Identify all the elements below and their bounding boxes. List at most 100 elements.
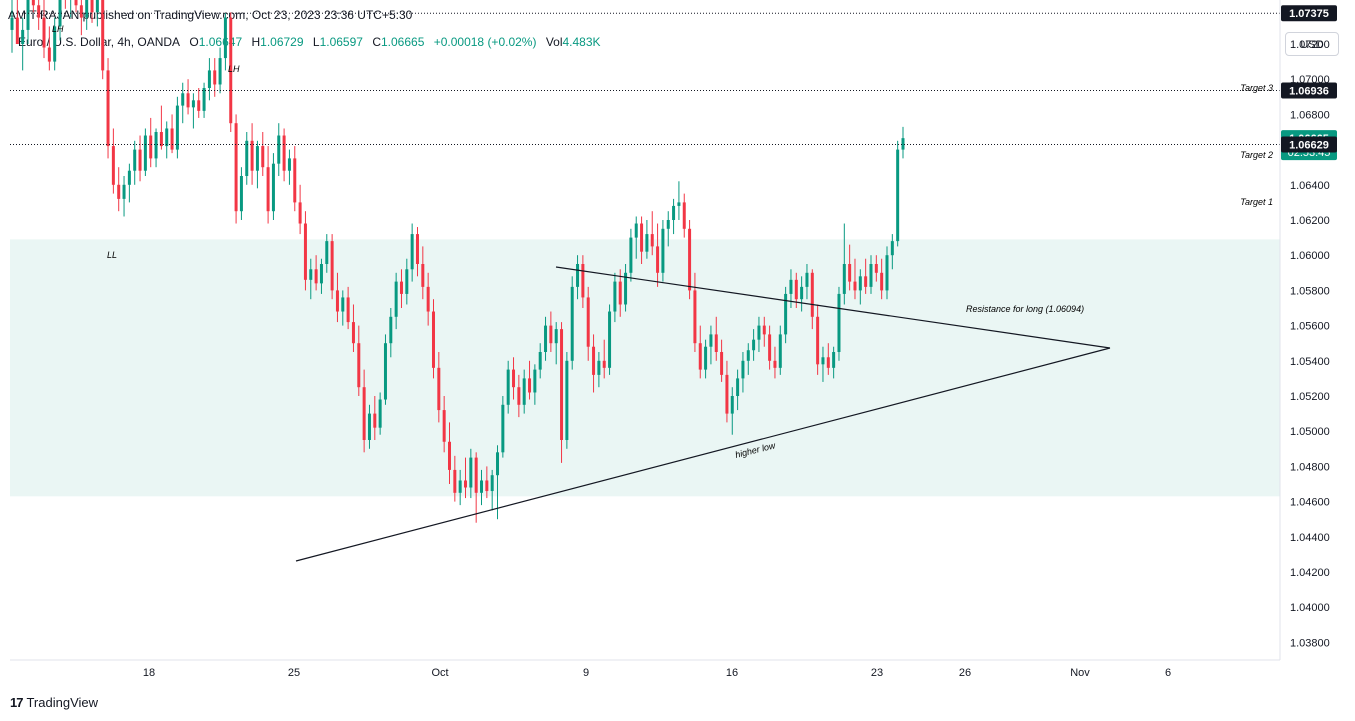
- candle-body: [191, 100, 195, 108]
- candle-body: [880, 272, 884, 291]
- candle-body: [634, 223, 638, 238]
- volume-value: 4.483K: [562, 35, 601, 49]
- target-1-label: Target 1: [1240, 197, 1273, 207]
- candle-body: [864, 276, 868, 287]
- y-tick-label: 1.05400: [1290, 356, 1330, 368]
- candle-body: [741, 360, 745, 379]
- volume-label: Vol: [545, 35, 563, 49]
- candle-body: [143, 135, 147, 171]
- candle-body: [351, 322, 355, 344]
- candle-body: [709, 334, 713, 347]
- candle-body: [383, 343, 387, 400]
- candle-body: [805, 272, 809, 287]
- candle-body: [490, 475, 494, 492]
- price-tag-text: 1.06629: [1289, 139, 1329, 151]
- y-tick-label: 1.06400: [1290, 180, 1330, 192]
- candle-body: [239, 176, 243, 212]
- candle-body: [415, 234, 419, 264]
- ohlc-high-label: H: [251, 35, 261, 49]
- level-price-tag: [1281, 5, 1337, 22]
- time-axis[interactable]: 18 25 Oct 9 16 23 26 Nov 6: [143, 667, 1171, 679]
- candle-body: [842, 264, 846, 294]
- candle-body: [21, 29, 25, 44]
- candle-body: [576, 264, 580, 287]
- candle-body: [389, 316, 393, 344]
- candle-body: [37, 5, 41, 18]
- candle-body: [826, 357, 830, 368]
- candle-body: [319, 264, 323, 284]
- level-price-tag: [1281, 82, 1337, 99]
- candle-body: [869, 264, 873, 287]
- candle-body: [122, 184, 126, 199]
- candle-body: [341, 297, 345, 312]
- candle-body: [485, 480, 489, 492]
- y-tick-label: 1.04800: [1290, 461, 1330, 473]
- candle-body: [410, 234, 414, 270]
- lh-label-2: LH: [228, 64, 240, 74]
- candle-body: [848, 264, 852, 282]
- candle-body: [271, 163, 275, 212]
- ll-label: LL: [107, 250, 117, 260]
- candle-body: [608, 311, 612, 368]
- candle-body: [53, 26, 57, 62]
- candle-body: [874, 264, 878, 273]
- candle-body: [138, 149, 142, 171]
- candle-body: [693, 290, 697, 344]
- publisher-caption: AMIT-RAJAN published on TradingView.com,…: [8, 8, 413, 22]
- y-tick-label: 1.03800: [1290, 637, 1330, 649]
- candle-body: [277, 135, 281, 164]
- candle-body: [597, 360, 601, 375]
- candle-body: [357, 343, 361, 388]
- candle-body: [261, 146, 265, 168]
- y-tick-label: 1.05000: [1290, 426, 1330, 438]
- candle-body: [554, 329, 558, 344]
- ohlc-low-label: L: [312, 35, 320, 49]
- candle-body: [592, 346, 596, 375]
- candle-body: [789, 279, 793, 294]
- currency-button[interactable]: USD: [1285, 32, 1339, 56]
- candle-body: [501, 404, 505, 453]
- candle-body: [282, 135, 286, 171]
- symbol-title: Euro / U.S. Dollar, 4h, OANDA: [18, 35, 181, 49]
- candle-body: [79, 5, 83, 18]
- candle-body: [346, 297, 350, 323]
- y-tick-label: 1.07200: [1290, 39, 1330, 51]
- price-axis[interactable]: 1.076001.072001.070001.068001.064001.062…: [1290, 0, 1330, 649]
- candle-body: [677, 202, 681, 206]
- candle-body: [405, 269, 409, 294]
- candle-body: [170, 128, 174, 150]
- candle-body: [746, 350, 750, 361]
- x-tick-label: 6: [1165, 667, 1171, 679]
- candle-body: [730, 396, 734, 414]
- candle-body: [303, 223, 307, 280]
- candle-body: [127, 170, 131, 185]
- tradingview-logo[interactable]: 17 TradingView: [10, 695, 98, 710]
- candle-body: [650, 234, 654, 247]
- candle-body: [661, 228, 665, 273]
- price-chart[interactable]: Target 3 Target 2 Target 1 Resistance fo…: [0, 0, 1355, 690]
- candle-body: [762, 325, 766, 335]
- y-tick-label: 1.04000: [1290, 602, 1330, 614]
- candle-body: [794, 279, 798, 300]
- candle-body: [90, 0, 94, 13]
- x-tick-label: Oct: [431, 667, 448, 679]
- candle-body: [720, 352, 724, 375]
- candle-body: [330, 241, 334, 291]
- ohlc-high: H1.06729: [251, 35, 303, 49]
- candle-body: [832, 352, 836, 368]
- y-tick-label: 1.06000: [1290, 250, 1330, 262]
- candle-body: [853, 281, 857, 291]
- candle-body: [640, 223, 644, 252]
- candle-body: [42, 17, 46, 48]
- ohlc-high-value: 1.06729: [260, 35, 304, 49]
- candle-body: [202, 88, 206, 111]
- candle-body: [426, 286, 430, 312]
- candle-body: [645, 234, 649, 252]
- candle-body: [111, 146, 115, 185]
- y-tick-label: 1.04400: [1290, 532, 1330, 544]
- candle-body: [335, 290, 339, 312]
- candle-body: [757, 325, 761, 340]
- candle-body: [533, 369, 537, 393]
- candle-body: [10, 17, 14, 30]
- x-tick-label: 16: [726, 667, 738, 679]
